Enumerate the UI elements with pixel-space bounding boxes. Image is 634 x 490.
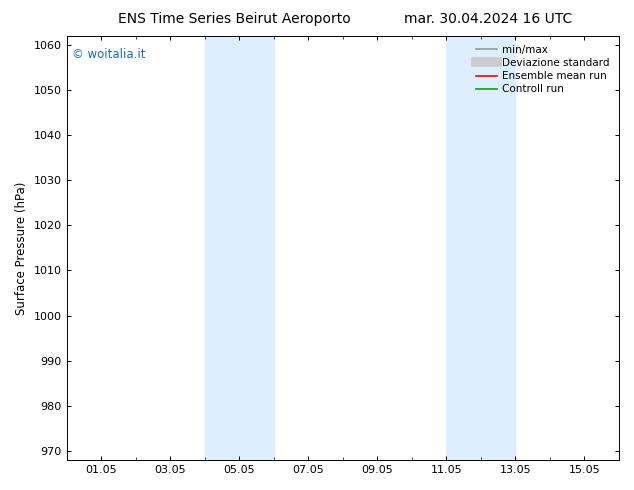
Text: ENS Time Series Beirut Aeroporto: ENS Time Series Beirut Aeroporto [118, 12, 351, 26]
Y-axis label: Surface Pressure (hPa): Surface Pressure (hPa) [15, 181, 28, 315]
Bar [446, 36, 515, 460]
Bar [205, 36, 274, 460]
Text: mar. 30.04.2024 16 UTC: mar. 30.04.2024 16 UTC [404, 12, 573, 26]
Text: © woitalia.it: © woitalia.it [72, 49, 146, 61]
Legend: min/max, Deviazione standard, Ensemble mean run, Controll run: min/max, Deviazione standard, Ensemble m… [472, 41, 614, 98]
